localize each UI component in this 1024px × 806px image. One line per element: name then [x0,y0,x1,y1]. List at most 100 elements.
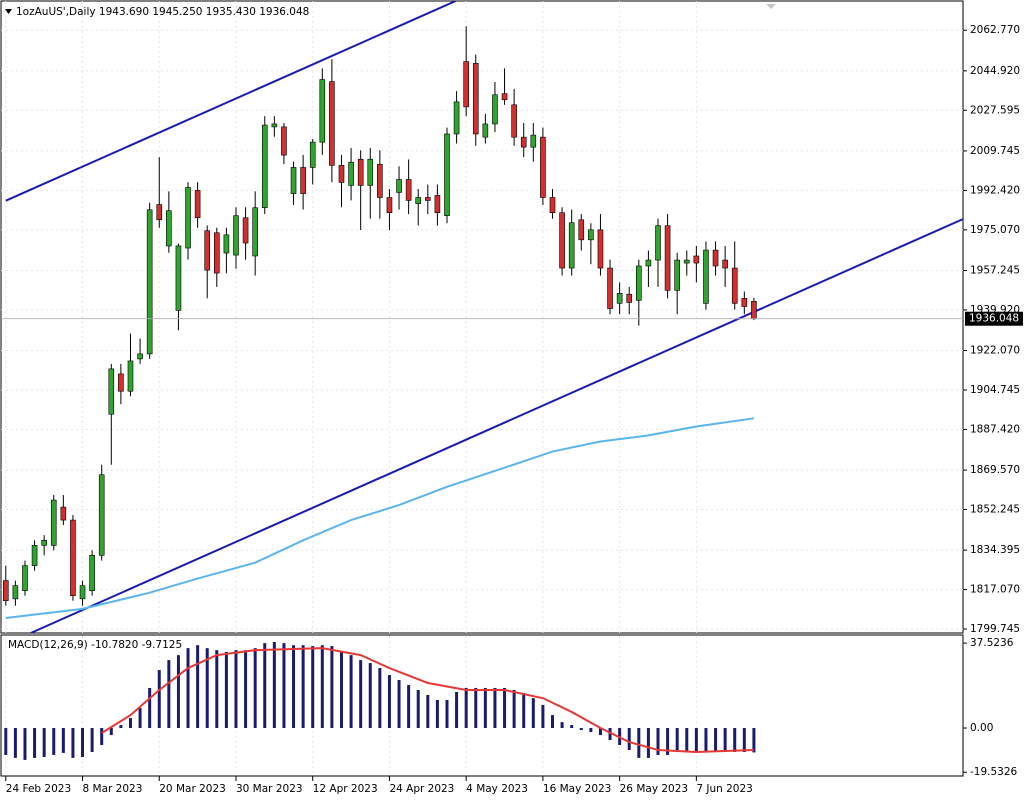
candle-body [674,259,680,291]
macd-bar [522,692,526,729]
x-tick-label: 8 Mar 2023 [83,783,143,795]
y-tick-label: 1957.245 [970,264,1020,276]
macd-bar [349,655,353,729]
candle-body [60,506,67,521]
candle-body [386,197,393,214]
macd-bar [90,728,94,753]
candle-body [12,585,19,600]
macd-bar [176,655,180,729]
y-tick-label: -19.5326 [970,766,1018,778]
candle-body [693,255,700,264]
shift-marker [766,4,776,9]
macd-bar [320,645,324,729]
candle-body [655,225,661,261]
macd-bar [704,728,708,753]
candle-body [89,555,95,591]
x-tick-label: 7 Jun 2023 [696,783,752,795]
chart-title: 1ozAuUS',Daily 1943.690 1945.250 1935.43… [16,6,309,18]
candle-body [281,126,287,156]
macd-bar [512,689,516,729]
macd-panel-frame [0,634,964,777]
x-tick-label: 4 May 2023 [466,783,528,795]
macd-bar [52,728,56,755]
plot-area [4,642,756,760]
candle-body [568,222,575,269]
macd-bar [138,708,142,729]
macd-bar [733,728,737,753]
macd-bar [503,687,507,729]
y-tick-label: 1887.420 [970,423,1020,435]
macd-bar [368,663,372,729]
candle-body [520,136,527,148]
candle-body [70,519,76,596]
candle-body [204,230,211,271]
candle-body [636,265,642,301]
candle-body [367,158,374,186]
macd-bar [282,643,286,729]
candle-body [415,197,422,204]
signal-line [101,647,754,754]
macd-bar [550,715,554,729]
macd-bar [167,660,171,729]
y-tick-label: 0.00 [970,722,993,734]
trendline [30,217,963,633]
macd-bar [627,728,631,750]
macd-bar [742,728,746,753]
macd-bar [42,728,46,757]
macd-bar [426,694,430,729]
y-tick-label: 1852.245 [970,504,1020,516]
candle-body [22,565,28,591]
candle-body [578,219,585,241]
x-tick-label: 30 Mar 2023 [236,783,303,795]
candle-body [223,234,230,254]
macd-bar [445,699,449,729]
moving-average [5,417,755,619]
candle-body [549,197,556,214]
macd-bar [666,728,670,755]
candle-body [118,373,124,392]
candle-body [722,259,728,269]
candle-body [588,229,594,241]
y-tick-label: 2044.920 [970,65,1020,77]
macd-bar [330,646,334,729]
candle-body [616,293,623,304]
candle-body [271,123,278,128]
main-panel-frame [0,0,964,634]
macd-bar [483,687,487,729]
macd-bar [397,680,401,729]
candle-body [338,165,345,183]
macd-bar [157,670,161,729]
macd-bar [435,699,439,729]
macd-bar [493,687,497,729]
y-tick-label: 1904.745 [970,384,1020,396]
macd-bar [272,642,276,729]
x-tick-label: 12 Apr 2023 [313,783,378,795]
y-tick-label: 1834.395 [970,544,1020,556]
candle-body [453,101,460,135]
macd-bar [186,648,190,729]
macd-bar [148,687,152,729]
macd-bar [656,728,660,755]
candle-body [300,167,306,194]
macd-bar [723,728,727,753]
candle-body [492,94,498,125]
x-tick-label: 16 May 2023 [543,783,611,795]
candle-body [233,215,239,256]
candle-body [252,207,258,257]
candle-body [319,79,326,143]
candle-body [108,368,115,415]
y-tick-label: 37.5236 [970,637,1014,649]
macd-bar [61,728,65,753]
macd-bar [675,728,679,753]
candle-body [137,353,143,360]
macd-bar [253,648,257,729]
menu-triangle [5,9,12,14]
macd-bar [608,728,612,741]
macd-bar [637,728,641,758]
candle-body [434,195,441,214]
candle-body [597,229,604,269]
y-tick-label: 2062.770 [970,24,1020,36]
candle-body [146,209,153,355]
